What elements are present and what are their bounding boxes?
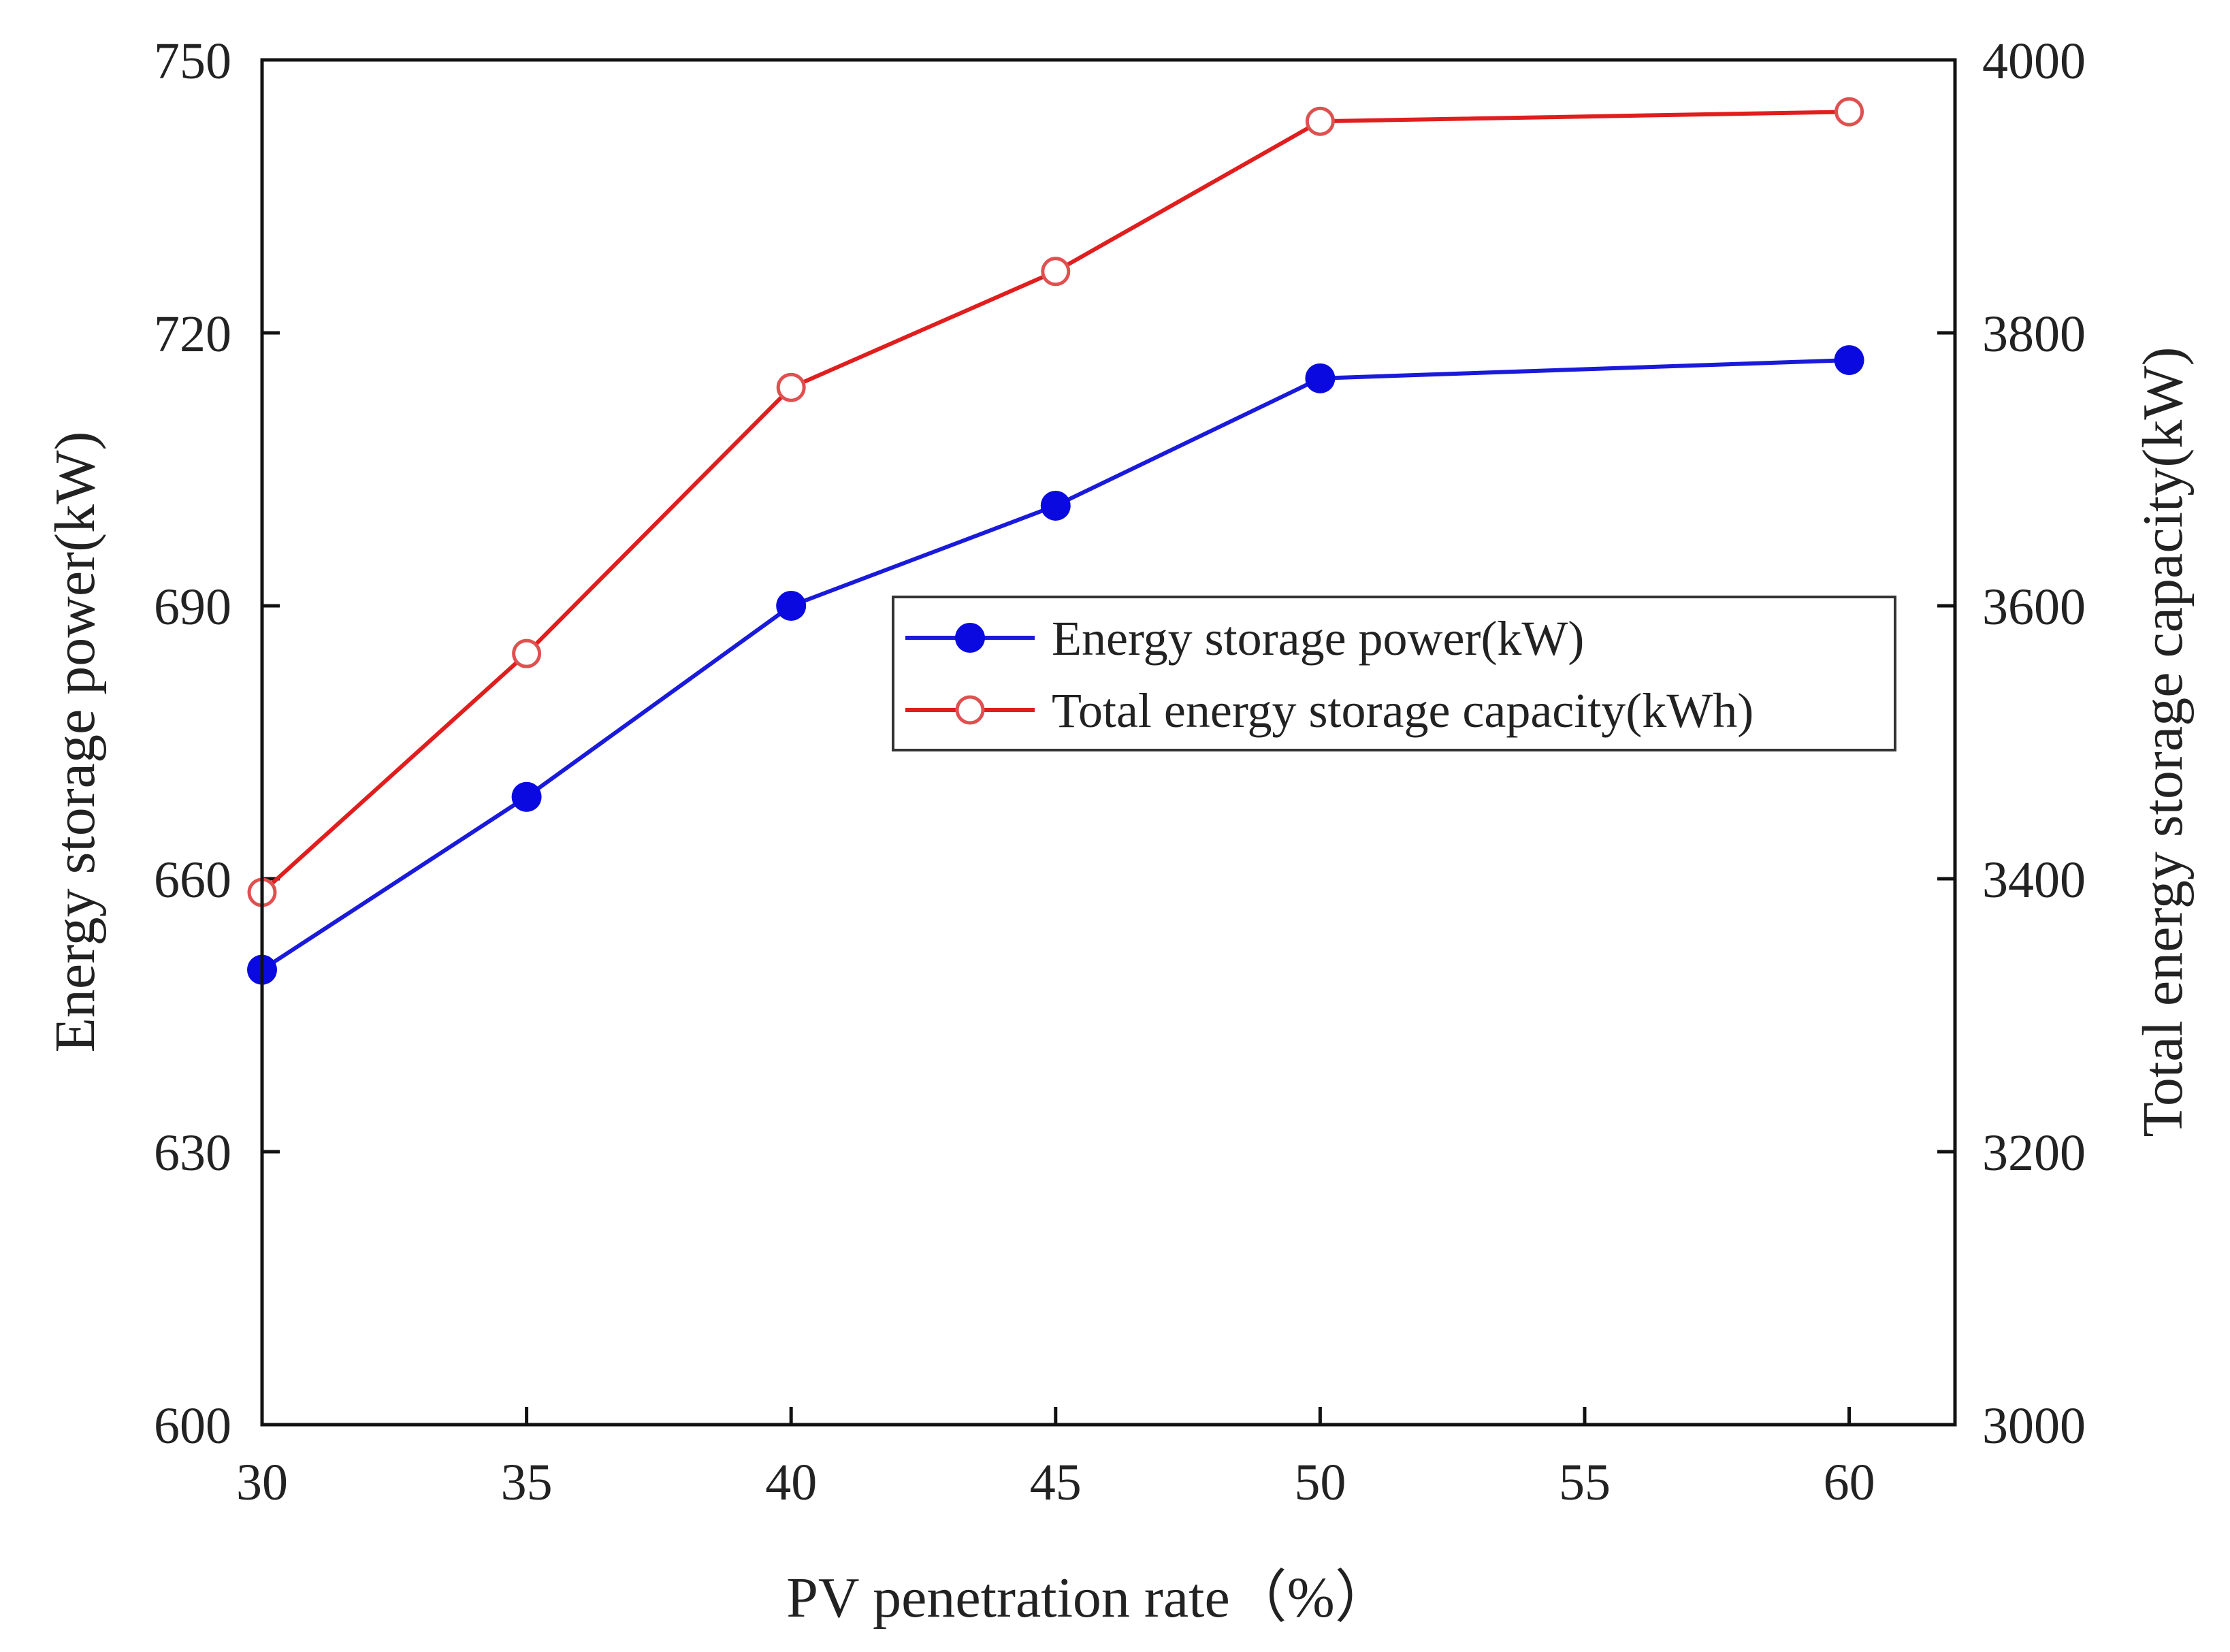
- legend: Energy storage power(kW) Total energy st…: [892, 596, 1896, 751]
- x-tick-label: 30: [236, 1454, 288, 1511]
- data-point-capacity: [1305, 106, 1335, 136]
- legend-marker-capacity: [955, 695, 985, 725]
- data-point-capacity: [776, 372, 806, 402]
- data-point-power: [1305, 363, 1336, 393]
- series-layer: [247, 97, 1864, 985]
- y-left-tick-label: 660: [154, 852, 231, 909]
- x-tick-label: 50: [1294, 1454, 1346, 1511]
- data-point-capacity: [1041, 257, 1071, 287]
- x-axis-title: PV penetration rate（%）: [786, 1566, 1392, 1630]
- y-left-tick-label: 600: [154, 1397, 231, 1455]
- data-point-power: [1040, 490, 1071, 521]
- x-tick-label: 60: [1824, 1454, 1875, 1511]
- y-right-tick-label: 3800: [1982, 306, 2086, 363]
- plot-frame: [260, 58, 1957, 1427]
- legend-label-capacity: Total energy storage capacity(kWh): [1052, 683, 1754, 738]
- y-right-tick-label: 3000: [1982, 1397, 2086, 1455]
- x-tick-label: 55: [1559, 1454, 1611, 1511]
- y-axis-right-title: Total energy storage capacity(kW): [2131, 346, 2195, 1137]
- series-line-capacity: [260, 110, 1849, 894]
- y-right-tick-label: 3600: [1982, 579, 2086, 636]
- y-left-tick-label: 720: [154, 306, 231, 363]
- data-point-power: [511, 781, 542, 812]
- y-right-tick-label: 3200: [1982, 1124, 2086, 1182]
- data-point-power: [1834, 345, 1864, 376]
- series-line-power: [261, 358, 1849, 972]
- data-point-capacity: [512, 638, 542, 668]
- labels-layer: 30 35 40 45 50 55 60 600 630 660 690 720 750 3000 3200…: [154, 33, 2086, 1511]
- legend-box: [892, 596, 1896, 751]
- y-left-tick-label: 630: [154, 1124, 231, 1182]
- data-point-power: [776, 591, 807, 621]
- y-left-tick-label: 690: [154, 579, 231, 636]
- legend-marker-power: [955, 623, 985, 653]
- legend-label-power: Energy storage power(kW): [1052, 611, 1584, 666]
- x-tick-label: 45: [1030, 1454, 1082, 1511]
- data-point-capacity: [1835, 97, 1864, 127]
- y-axis-left-title: Energy storage power(kW): [44, 432, 107, 1053]
- y-right-tick-label: 3400: [1982, 852, 2086, 909]
- x-tick-label: 40: [765, 1454, 817, 1511]
- x-tick-label: 35: [501, 1454, 553, 1511]
- y-right-tick-label: 4000: [1982, 33, 2086, 90]
- y-left-tick-label: 750: [154, 33, 231, 90]
